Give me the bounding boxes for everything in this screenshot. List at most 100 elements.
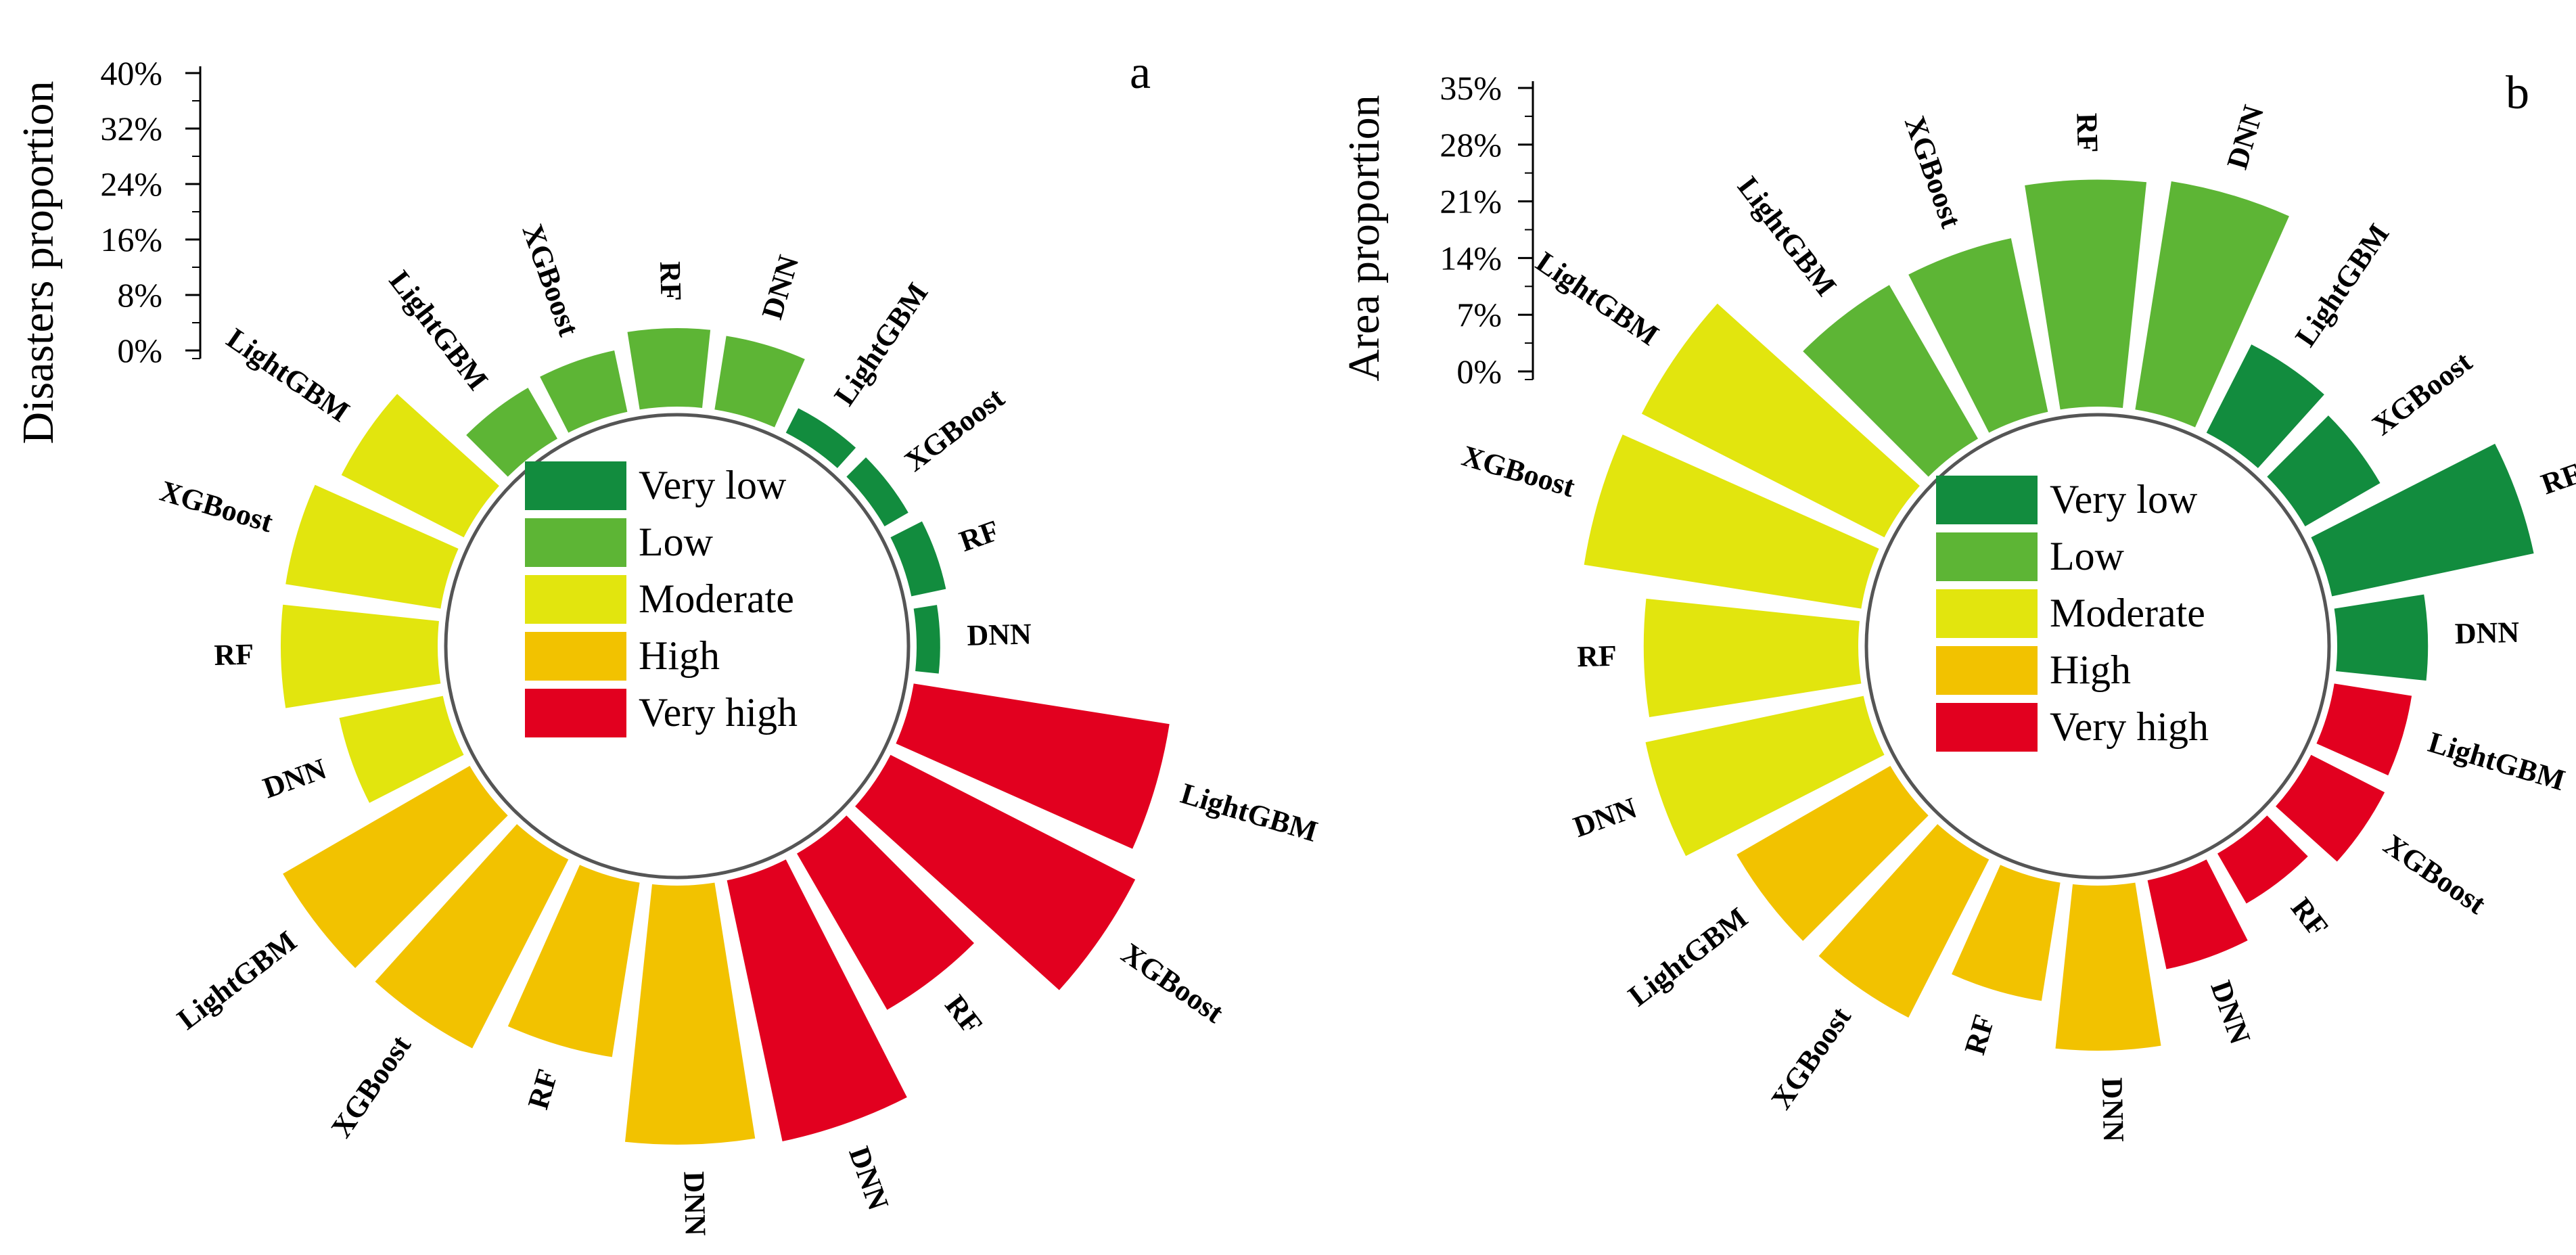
y-tick-label: 8%: [117, 276, 162, 314]
legend-label-very-low: Very low: [2050, 477, 2198, 522]
y-tick-label: 16%: [100, 221, 162, 258]
bar-label-moderate-dnn: DNN: [1569, 791, 1641, 844]
bar-label-very-low-xgboost: XGBoost: [898, 381, 1011, 478]
legend-swatch-high: [525, 632, 626, 681]
y-tick-label: 0%: [117, 332, 162, 369]
bar-very-high-dnn: [727, 859, 907, 1142]
y-tick-label: 28%: [1440, 126, 1502, 164]
bar-label-moderate-xgboost: XGBoost: [1458, 439, 1579, 504]
panel-a: LightGBM XGBoost RF DNN LightGBMXGBoostRFDNN…: [14, 47, 1321, 1237]
bar-label-low-xgboost: XGBoost: [515, 220, 585, 340]
legend-swatch-very-low: [1936, 476, 2038, 524]
bar-label-very-high-lightgbm: LightGBM: [1177, 777, 1321, 848]
y-axis-title: Area proportion: [1339, 95, 1389, 381]
y-tick-label: 0%: [1456, 352, 1502, 390]
bar-label-very-low-rf: RF: [2537, 457, 2576, 501]
bar-label-very-low-lightgbm: LightGBM: [2288, 218, 2395, 352]
legend-swatch-low: [1936, 532, 2038, 581]
legend-label-moderate: Moderate: [639, 576, 794, 621]
bar-label-very-high-dnn: DNN: [2204, 976, 2257, 1048]
bar-moderate-xgboost: [1584, 434, 1879, 609]
legend-swatch-very-low: [525, 461, 626, 510]
bar-label-very-high-rf: RF: [2284, 892, 2335, 943]
bar-label-low-lightgbm: LightGBM: [1731, 170, 1843, 302]
bar-high-lightgbm: [283, 766, 508, 968]
legend-label-very-low: Very low: [639, 463, 787, 507]
bar-high-xgboost: [375, 824, 569, 1049]
y-tick-label: 14%: [1440, 239, 1502, 277]
panel-letter: b: [2506, 67, 2529, 119]
bar-very-low-xgboost: [2267, 415, 2380, 526]
bar-very-high-xgboost: [855, 754, 1136, 990]
y-tick-label: 24%: [100, 165, 162, 203]
bar-high-dnn: [624, 882, 756, 1145]
bar-label-very-high-lightgbm: LightGBM: [2424, 725, 2569, 797]
bar-label-very-high-dnn: DNN: [842, 1143, 895, 1214]
legend-swatch-very-high: [525, 689, 626, 737]
bar-label-very-high-xgboost: XGBoost: [2378, 827, 2492, 921]
bar-label-very-high-xgboost: XGBoost: [1116, 936, 1230, 1030]
bar-very-low-lightgbm: [2206, 344, 2324, 468]
inner-circle: [1864, 413, 2331, 880]
legend-label-very-high: Very high: [639, 690, 798, 735]
bar-label-low-lightgbm: LightGBM: [383, 265, 495, 396]
legend-swatch-moderate: [525, 575, 626, 624]
bar-low-rf: [2025, 179, 2147, 410]
bar-label-low-dnn: DNN: [755, 252, 805, 323]
bar-very-low-rf: [890, 521, 946, 597]
legend-swatch-low: [525, 518, 626, 567]
legend-label-high: High: [639, 633, 720, 678]
bar-label-very-low-xgboost: XGBoost: [2366, 345, 2479, 442]
bar-low-dnn: [714, 336, 805, 428]
bar-very-high-xgboost: [2276, 754, 2385, 862]
bar-label-moderate-rf: RF: [214, 637, 254, 672]
legend-swatch-very-high: [1936, 703, 2038, 752]
bar-very-high-lightgbm: [896, 683, 1170, 849]
bar-label-moderate-xgboost: XGBoost: [156, 474, 277, 539]
bar-label-very-low-lightgbm: LightGBM: [827, 277, 934, 411]
bar-moderate-rf: [281, 604, 441, 708]
panel-letter: a: [1130, 47, 1151, 99]
bar-label-high-xgboost: XGBoost: [325, 1029, 418, 1143]
legend-label-moderate: Moderate: [2050, 591, 2205, 635]
y-tick-label: 21%: [1440, 183, 1502, 221]
bar-very-high-rf: [2217, 815, 2308, 904]
bar-moderate-dnn: [339, 695, 464, 803]
bar-moderate-rf: [1643, 598, 1862, 717]
bar-label-moderate-dnn: DNN: [258, 752, 330, 804]
bar-moderate-xgboost: [285, 484, 459, 609]
bar-very-low-lightgbm: [785, 408, 856, 468]
legend-label-very-high: Very high: [2050, 704, 2209, 749]
bar-label-moderate-lightgbm: LightGBM: [221, 321, 355, 428]
bar-low-lightgbm: [1803, 285, 1978, 477]
bar-low-xgboost: [540, 350, 628, 433]
bar-low-xgboost: [1908, 238, 2048, 433]
bar-low-dnn: [2135, 181, 2289, 428]
bar-high-rf: [507, 865, 640, 1057]
bar-label-very-low-dnn: DNN: [967, 617, 1032, 652]
bar-label-low-dnn: DNN: [2220, 101, 2270, 173]
bar-very-high-dnn: [2147, 859, 2248, 969]
bar-label-high-rf: RF: [522, 1066, 565, 1113]
y-tick-label: 7%: [1456, 296, 1502, 334]
bar-label-high-lightgbm: LightGBM: [1622, 901, 1754, 1013]
panel-b: LightGBM XGBoost RF DNNLightGBMXGBoostRFDNN…: [1339, 67, 2576, 1143]
bar-label-very-high-rf: RF: [938, 989, 989, 1041]
bar-label-high-dnn: DNN: [2096, 1077, 2130, 1143]
legend-swatch-high: [1936, 646, 2038, 695]
bar-label-high-rf: RF: [1958, 1011, 2001, 1058]
bar-label-low-rf: RF: [653, 261, 688, 302]
bar-very-low-dnn: [2334, 594, 2429, 681]
bar-very-high-rf: [797, 815, 974, 1010]
bar-low-rf: [627, 328, 711, 410]
bar-label-low-rf: RF: [2070, 112, 2104, 153]
bar-label-low-xgboost: XGBoost: [1898, 112, 1968, 232]
bar-label-moderate-rf: RF: [1577, 639, 1617, 674]
bar-very-low-dnn: [913, 605, 940, 674]
bar-label-high-dnn: DNN: [677, 1171, 712, 1237]
bar-moderate-lightgbm: [341, 394, 499, 538]
legend-swatch-moderate: [1936, 589, 2038, 638]
bar-moderate-lightgbm: [1641, 303, 1920, 538]
